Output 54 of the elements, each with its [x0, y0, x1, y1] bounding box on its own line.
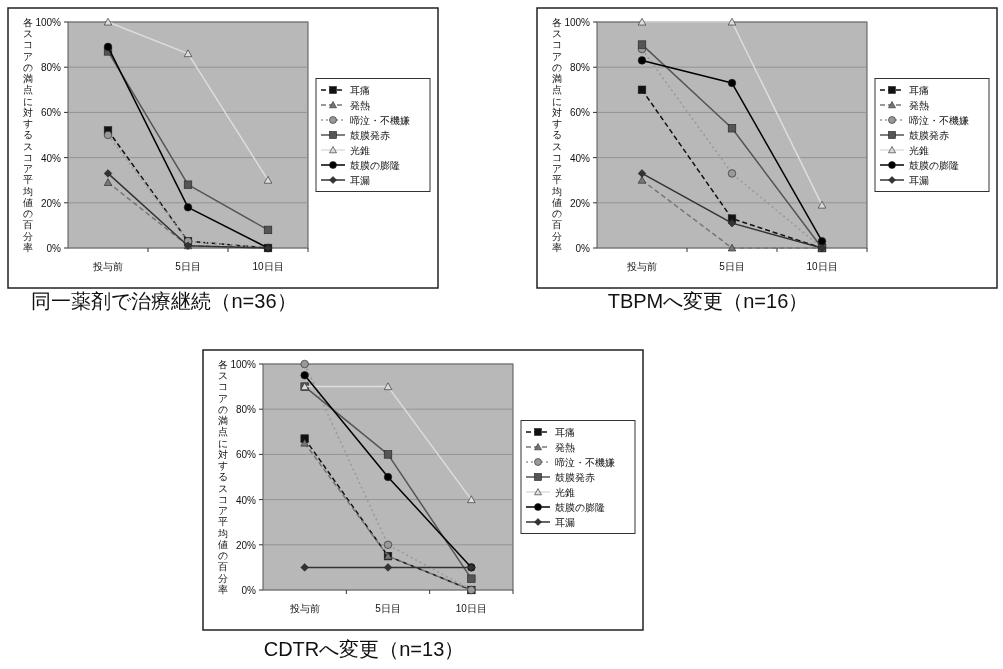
legend-label: 耳漏 [555, 517, 575, 528]
legend-label: 啼泣・不機嫌 [909, 115, 969, 126]
text: 各スコアの満点に対するスコア平均値の百分率 [552, 17, 562, 253]
x-tick-label: 10日目 [806, 261, 838, 272]
y-tick-label: 80% [40, 62, 62, 74]
x-tick-label: 10日目 [455, 603, 487, 614]
y-tick-label: 20% [569, 197, 591, 209]
y-tick-label: 100% [35, 17, 62, 28]
y-tick-label: 0% [46, 243, 62, 254]
text: TBPMへ変更（n=16） [607, 290, 809, 312]
y-tick-label: 20% [235, 539, 257, 551]
y-tick-label: 40% [569, 152, 591, 164]
x-tick-label: 10日目 [252, 261, 284, 272]
legend-label: 耳漏 [909, 175, 929, 186]
legend-label: 鼓膜の膨隆 [909, 160, 959, 171]
legend-label: 鼓膜の膨隆 [350, 160, 400, 171]
legend-label: 耳痛 [350, 85, 370, 96]
y-tick-label: 40% [235, 494, 257, 506]
legend-label: 耳痛 [909, 85, 929, 96]
x-tick-label: 5日目 [719, 261, 745, 272]
text: 各スコアの満点に対するスコア平均値の百分率 [218, 359, 228, 595]
y-tick-label: 0% [241, 585, 257, 596]
x-tick-label: 5日目 [175, 261, 201, 272]
y-tick-label: 60% [40, 107, 62, 119]
legend-label: 発熱 [350, 100, 370, 111]
legend-label: 発熱 [555, 442, 575, 453]
legend-label: 耳漏 [350, 175, 370, 186]
y-tick-label: 60% [569, 107, 591, 119]
text: CDTRへ変更（n=13） [263, 638, 465, 660]
legend-label: 光錐 [909, 145, 929, 156]
legend-label: 啼泣・不機嫌 [555, 457, 615, 468]
y-tick-label: 100% [230, 359, 257, 370]
y-tick-label: 60% [235, 449, 257, 461]
y-tick-label: 20% [40, 197, 62, 209]
text: 同一薬剤で治療継続（n=36） [31, 290, 297, 312]
legend-label: 鼓膜発赤 [350, 130, 390, 141]
y-tick-label: 80% [235, 404, 257, 416]
legend-label: 鼓膜発赤 [909, 130, 949, 141]
legend-label: 光錐 [555, 487, 575, 498]
y-tick-label: 40% [40, 152, 62, 164]
legend-label: 啼泣・不機嫌 [350, 115, 410, 126]
y-tick-label: 80% [569, 62, 591, 74]
legend-label: 光錐 [350, 145, 370, 156]
text: 各スコアの満点に対するスコア平均値の百分率 [23, 17, 33, 253]
x-tick-label: 5日目 [375, 603, 401, 614]
y-tick-label: 0% [575, 243, 591, 254]
legend-label: 発熱 [909, 100, 929, 111]
x-tick-label: 投与前 [92, 261, 123, 272]
legend-label: 鼓膜発赤 [555, 472, 595, 483]
x-tick-label: 投与前 [626, 261, 657, 272]
y-tick-label: 100% [564, 17, 591, 28]
legend-label: 鼓膜の膨隆 [555, 502, 605, 513]
legend-label: 耳痛 [555, 427, 575, 438]
x-tick-label: 投与前 [288, 603, 320, 614]
